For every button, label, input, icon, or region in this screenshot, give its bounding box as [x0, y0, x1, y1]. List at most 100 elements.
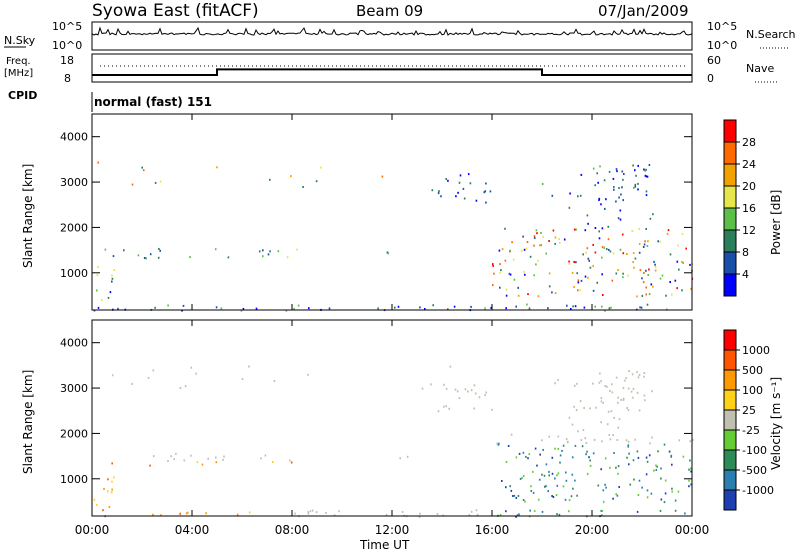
colorbar-swatch — [724, 164, 736, 186]
data-cell — [649, 442, 651, 445]
data-cell — [664, 492, 667, 495]
data-cell — [671, 487, 673, 490]
data-cell — [612, 177, 615, 180]
data-cell — [631, 396, 634, 399]
data-cell — [539, 453, 541, 456]
data-cell — [611, 391, 614, 394]
data-cell — [592, 289, 595, 292]
data-cell — [214, 248, 217, 251]
data-cell — [616, 170, 618, 173]
data-cell — [636, 510, 639, 513]
data-cell — [568, 260, 570, 263]
data-cell — [589, 464, 592, 467]
data-cell — [386, 251, 389, 254]
data-cell — [551, 291, 553, 294]
data-cell — [619, 218, 622, 221]
data-cell — [634, 183, 637, 186]
data-cell — [510, 489, 513, 492]
data-cell — [612, 434, 614, 436]
data-cell — [595, 406, 597, 409]
data-cell — [621, 233, 624, 236]
data-cell — [535, 229, 538, 232]
data-cell — [615, 466, 617, 469]
data-cell — [688, 468, 690, 471]
data-cell — [645, 293, 647, 296]
data-cell — [569, 192, 571, 195]
data-cell — [604, 483, 606, 486]
data-cell — [554, 447, 556, 450]
data-cell — [522, 499, 525, 501]
plot-title: Syowa East (fitACF) — [92, 1, 259, 21]
data-cell — [113, 476, 115, 479]
data-cell — [430, 383, 432, 386]
data-cell — [554, 382, 556, 385]
data-cell — [533, 510, 536, 513]
data-cell — [671, 463, 673, 466]
colorbar-tick-label: 20 — [742, 180, 756, 193]
data-cell — [615, 168, 618, 171]
data-cell — [103, 488, 105, 490]
data-cell — [113, 269, 116, 271]
data-cell — [685, 247, 687, 250]
data-cell — [511, 241, 513, 244]
data-cell — [610, 410, 613, 413]
data-cell — [594, 251, 597, 254]
data-cell — [690, 467, 692, 470]
data-cell — [617, 426, 619, 429]
data-cell — [585, 442, 588, 444]
data-cell — [639, 306, 641, 309]
data-cell — [659, 240, 662, 243]
data-cell — [220, 307, 223, 310]
data-cell — [664, 479, 667, 482]
data-cell — [557, 435, 560, 438]
data-cell — [397, 305, 400, 308]
nave-tick-top: 60 — [707, 54, 721, 67]
beam-label: Beam 09 — [356, 2, 423, 20]
data-cell — [464, 388, 467, 391]
data-cell — [222, 458, 224, 461]
velocity-colorbar-label: Velocity [m s⁻¹] — [769, 377, 783, 470]
data-cell — [577, 430, 579, 433]
data-cell — [189, 256, 191, 259]
data-cell — [399, 457, 401, 460]
colorbar-tick-label: 16 — [742, 202, 756, 215]
data-cell — [600, 203, 602, 206]
data-cell — [108, 506, 111, 508]
data-cell — [111, 480, 113, 483]
data-cell — [671, 490, 673, 493]
data-cell — [568, 416, 571, 419]
data-cell — [554, 242, 556, 245]
data-cell — [158, 248, 160, 250]
data-cell — [667, 229, 670, 232]
power-heatmap-cells — [93, 161, 694, 312]
data-cell — [272, 461, 274, 463]
data-cell — [583, 306, 586, 309]
data-cell — [258, 250, 261, 253]
data-cell — [617, 217, 620, 220]
data-cell — [622, 199, 624, 202]
data-cell — [545, 252, 547, 255]
data-cell — [470, 305, 472, 308]
data-cell — [577, 289, 579, 292]
data-cell — [568, 499, 571, 502]
data-cell — [684, 512, 686, 515]
colorbar-swatch — [724, 450, 736, 470]
data-cell — [215, 461, 218, 464]
data-cell — [536, 232, 538, 235]
data-cell — [537, 295, 540, 298]
data-cell — [631, 373, 634, 376]
x-tick-label: 20:00 — [575, 523, 610, 537]
data-cell — [475, 509, 478, 512]
data-cell — [537, 259, 539, 262]
colorbar-swatch — [724, 252, 736, 274]
data-cell — [585, 453, 587, 456]
data-cell — [641, 277, 643, 280]
colorbar-swatch — [724, 330, 736, 350]
data-cell — [577, 281, 580, 284]
data-cell — [609, 250, 612, 253]
data-cell — [622, 252, 625, 255]
colorbar-tick-label: -100 — [742, 444, 767, 457]
data-cell — [533, 235, 536, 238]
data-cell — [575, 261, 577, 264]
